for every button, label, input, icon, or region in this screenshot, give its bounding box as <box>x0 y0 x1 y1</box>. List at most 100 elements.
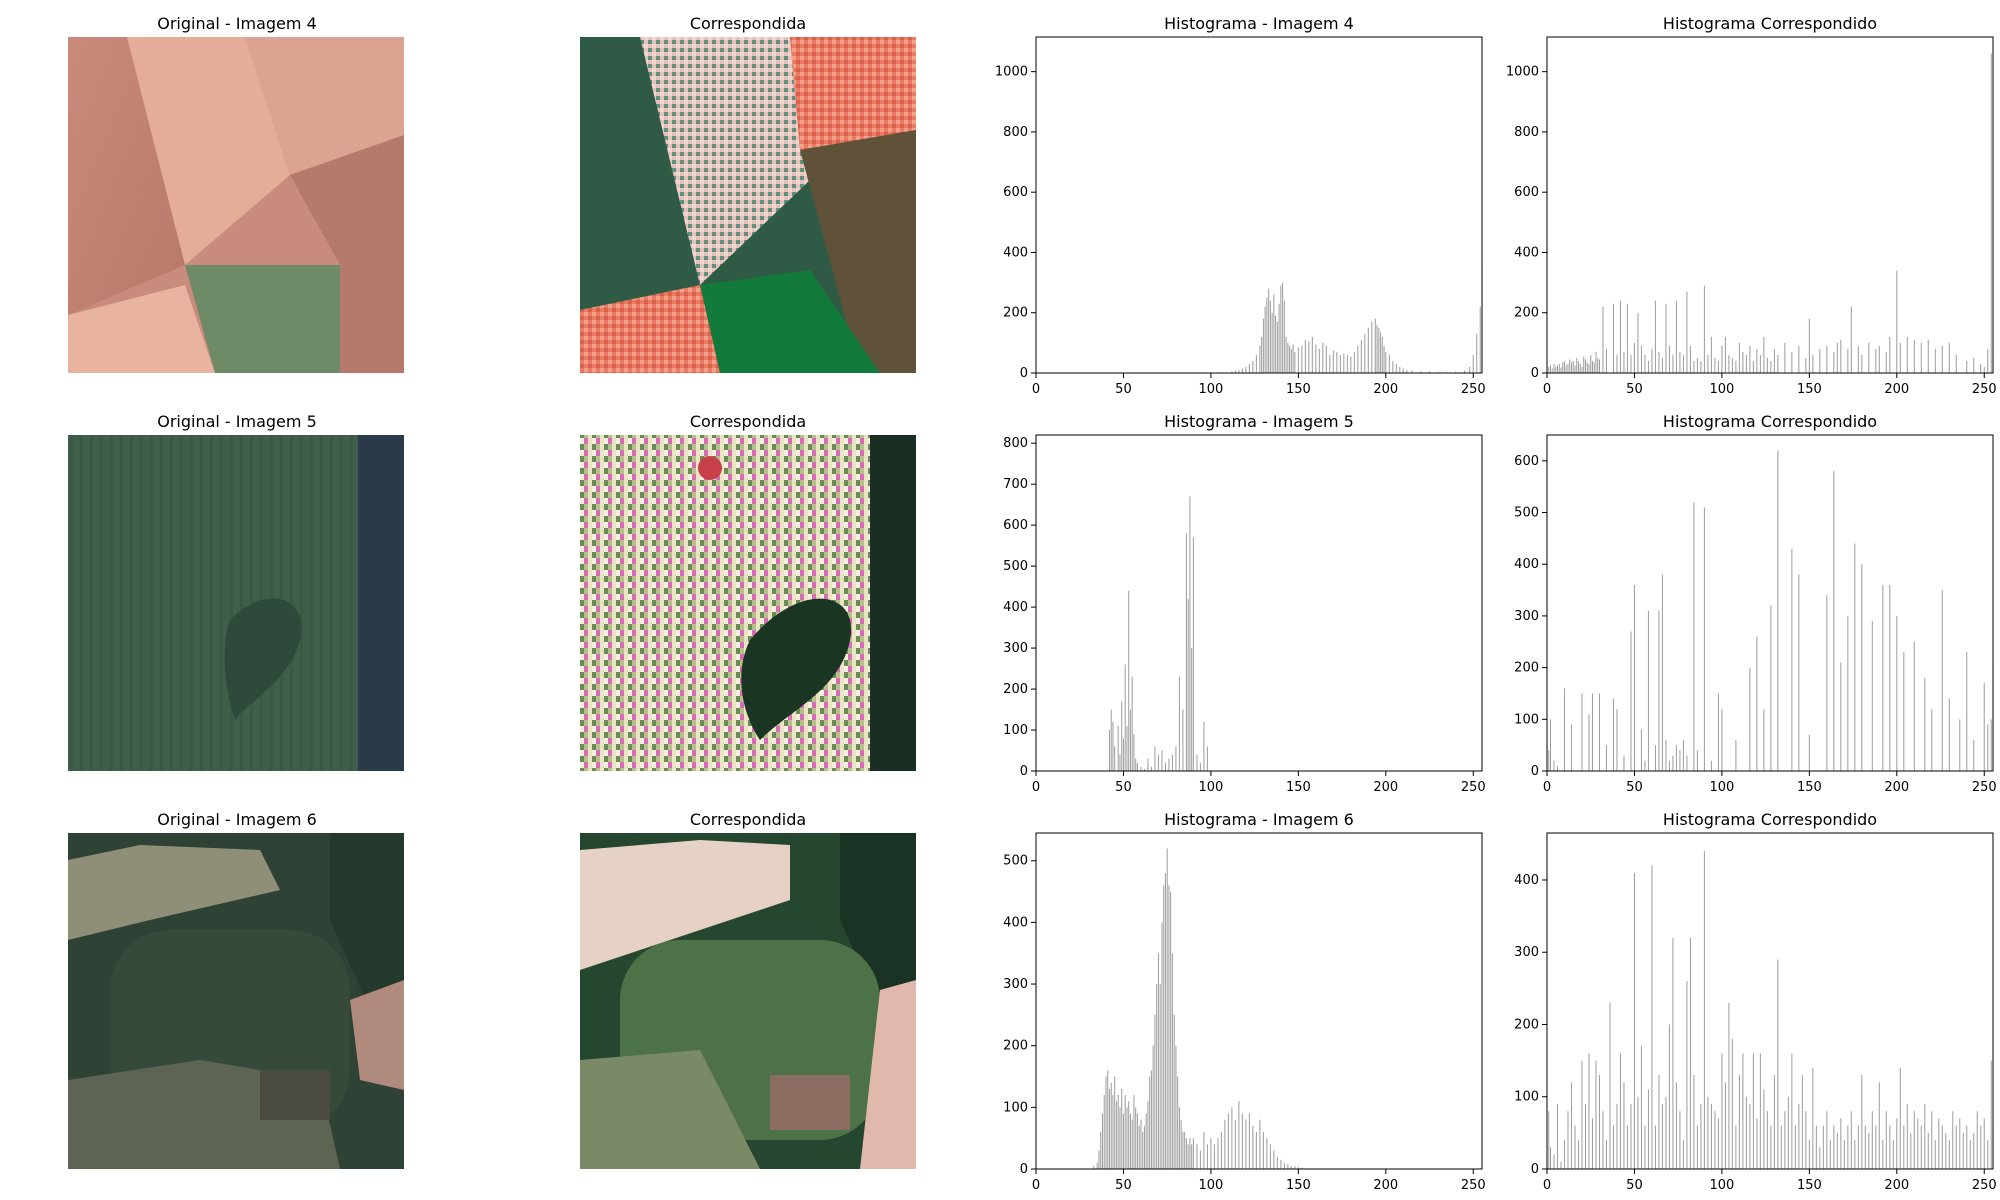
panel-title-original-5: Original - Imagem 5 <box>157 412 317 431</box>
histogram-bar <box>1773 348 1775 373</box>
y-tick-label: 500 <box>1514 506 1539 521</box>
histogram-bar <box>1805 357 1807 373</box>
histogram-bar <box>1560 367 1562 373</box>
histogram-bar <box>1843 1140 1845 1169</box>
histogram-bar <box>1882 1140 1884 1169</box>
histogram-bar <box>1136 762 1138 771</box>
histogram-bar <box>1640 1046 1642 1169</box>
histogram-bar <box>1899 1067 1901 1169</box>
histogram-bar <box>1581 1060 1583 1169</box>
histogram-bar <box>1710 1103 1712 1169</box>
histogram-bar <box>1819 1147 1821 1169</box>
histogram-bar <box>1665 1096 1667 1169</box>
histogram-bar <box>1581 693 1583 771</box>
histogram-bar <box>1763 1089 1765 1169</box>
histogram-bar <box>1112 1095 1114 1169</box>
histogram-bar <box>1976 1111 1978 1169</box>
histogram-bar <box>1576 357 1578 373</box>
histogram-bar <box>1152 1045 1154 1169</box>
histogram-bar <box>1280 285 1282 373</box>
y-tick-label: 500 <box>1003 854 1028 869</box>
histogram-bar <box>1579 363 1581 373</box>
histogram-bar <box>1297 1167 1299 1169</box>
histogram-bar <box>1661 357 1663 373</box>
histogram-bar <box>1833 351 1835 373</box>
histogram-bar <box>1115 1101 1117 1169</box>
histogram-bar <box>1920 1125 1922 1169</box>
histogram-bar <box>1924 1103 1926 1169</box>
histogram-bar <box>1689 345 1691 373</box>
histogram-bar <box>1619 1053 1621 1169</box>
histogram-bar <box>1945 1132 1947 1169</box>
histogram-bar <box>1766 357 1768 373</box>
histogram-bar <box>1255 354 1257 373</box>
histogram-bar <box>1402 368 1404 373</box>
histogram-bar <box>1728 354 1730 373</box>
histogram-bar <box>1679 1111 1681 1169</box>
y-tick-label: 300 <box>1514 609 1539 624</box>
y-tick-label: 600 <box>1003 518 1028 533</box>
histogram-bars <box>1548 450 1994 771</box>
histogram-bar <box>1182 1132 1184 1169</box>
histogram-bars <box>1548 851 1994 1169</box>
histogram-bar <box>1276 1156 1278 1169</box>
histogram-bar <box>1161 750 1163 771</box>
histogram-bar <box>1959 719 1961 771</box>
histogram-bar <box>1647 1089 1649 1169</box>
histogram-bar <box>1549 1147 1552 1169</box>
histogram-bar <box>1910 1132 1912 1169</box>
histogram-6: 0 50 100 150 200 250 0 100 200 300 400 Histograma … <box>1514 810 1996 1193</box>
histogram-title: Histograma - Imagem 6 <box>1164 810 1354 829</box>
histogram-bar <box>1710 760 1712 771</box>
histogram-bar <box>1145 1113 1147 1169</box>
histogram-bar <box>1787 1096 1789 1169</box>
histogram-bar <box>1714 1111 1716 1169</box>
histogram-bar <box>1857 345 1859 373</box>
histogram-bar <box>1700 360 1702 373</box>
histogram-bar <box>1738 1075 1740 1169</box>
histogram-bar <box>1549 365 1552 373</box>
histogram-bar <box>1294 351 1296 373</box>
histogram-bar <box>1658 351 1660 373</box>
histogram-bar <box>1906 336 1908 373</box>
histogram-bar <box>1808 318 1810 373</box>
histogram-bar <box>1707 354 1709 373</box>
histogram-bar <box>1332 350 1334 373</box>
histogram-bar <box>1896 270 1898 373</box>
histogram-bar <box>1763 336 1765 373</box>
histogram-bar <box>1231 1107 1233 1169</box>
histogram-bar <box>1553 363 1555 373</box>
histogram-bar <box>1735 1125 1737 1169</box>
histogram-bar <box>1262 1132 1264 1169</box>
histogram-bar <box>1266 297 1268 373</box>
y-tick-label: 300 <box>1514 945 1539 960</box>
histogram-bar <box>1191 1144 1193 1169</box>
histogram-bar <box>1899 342 1901 373</box>
histogram-bar <box>1875 348 1877 373</box>
histogram-bar <box>1819 348 1821 373</box>
histogram-bar <box>1721 345 1723 373</box>
y-tick-label: 200 <box>1514 1017 1539 1032</box>
histogram-frame <box>1546 36 1994 374</box>
histogram-bar <box>1420 371 1422 373</box>
histogram-bar <box>1548 750 1550 771</box>
y-tick-label: 200 <box>1003 682 1028 697</box>
histogram-bar <box>1686 291 1688 373</box>
histogram-bar <box>1101 1113 1103 1169</box>
histogram-bar <box>1728 1002 1730 1169</box>
histogram-bar <box>1567 1111 1569 1169</box>
histogram-bar <box>1184 1132 1186 1169</box>
x-tick-label: 150 <box>1797 382 1822 397</box>
histogram-bar <box>1770 605 1772 771</box>
histogram-bar <box>1548 1111 1550 1169</box>
x-tick-label: 150 <box>1286 382 1311 397</box>
histogram-bar <box>1668 345 1670 373</box>
y-tick-label: 800 <box>1003 125 1028 140</box>
histogram-bar <box>1199 1150 1201 1169</box>
histogram-bar <box>1672 354 1674 373</box>
histogram-bar <box>1182 709 1184 771</box>
histogram-bar <box>1990 719 1992 771</box>
histogram-bar <box>1612 303 1614 373</box>
histogram-bar <box>1261 336 1263 373</box>
x-tick-label: 150 <box>1797 1178 1822 1193</box>
